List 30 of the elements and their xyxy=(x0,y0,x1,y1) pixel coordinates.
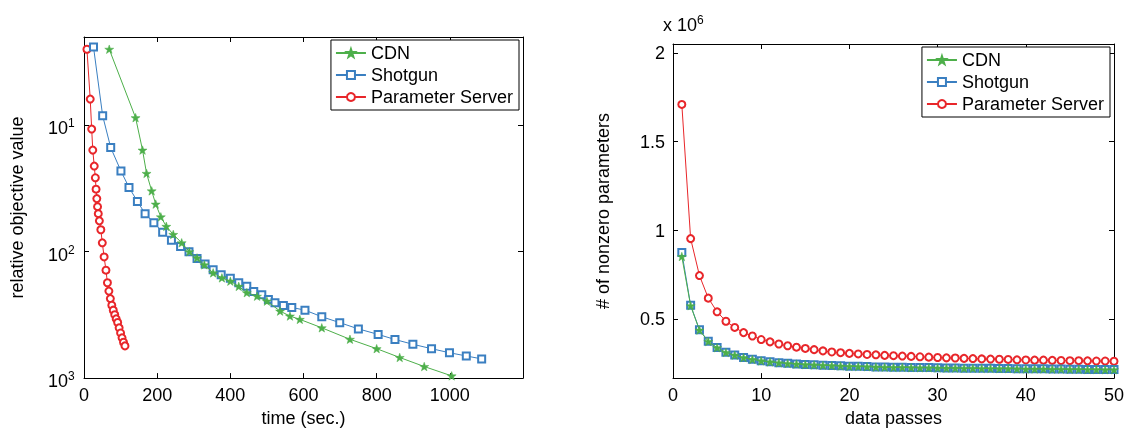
x-tick-label: 1000 xyxy=(429,385,470,406)
y-tick-label: 10$^{3}$ xyxy=(48,368,75,392)
x-tick-label: 600 xyxy=(288,385,319,406)
legend-label: Parameter Server xyxy=(370,87,514,107)
legend-label: Shotgun xyxy=(961,72,1030,92)
legend-label: CDN xyxy=(961,50,1001,70)
y-tick-label: 1 xyxy=(654,220,665,241)
legend-label: Shotgun xyxy=(370,65,439,85)
y-tick-label: 2 xyxy=(654,42,665,63)
y-tick-label: 10$^{2}$ xyxy=(48,241,75,265)
x-tick-label: 40 xyxy=(1015,385,1036,406)
y-tick-label: 10$^{1}$ xyxy=(48,115,75,139)
x-axis-title: data passes xyxy=(844,408,943,428)
x-tick-label: 10 xyxy=(751,385,772,406)
y-axis-title: relative objective value xyxy=(7,116,27,299)
y-axis-title: # of nonzero parameters xyxy=(593,112,613,310)
x-tick-label: 800 xyxy=(361,385,392,406)
x-tick-label: 0 xyxy=(78,385,90,406)
x-tick-label: 20 xyxy=(839,385,860,406)
x-tick-label: 50 xyxy=(1103,385,1125,406)
x-tick-label: 30 xyxy=(927,385,948,406)
y-tick-label: 1.5 xyxy=(639,131,665,152)
legend-label: Parameter Server xyxy=(961,94,1105,114)
x-tick-label: 400 xyxy=(215,385,246,406)
legend-label: CDN xyxy=(370,43,410,63)
y-tick-label: 0.5 xyxy=(639,309,665,330)
text: x 10$^{6}$ xyxy=(663,12,704,35)
x-axis-title: time (sec.) xyxy=(261,408,346,428)
x-tick-label: 0 xyxy=(667,385,679,406)
x-tick-label: 200 xyxy=(142,385,173,406)
